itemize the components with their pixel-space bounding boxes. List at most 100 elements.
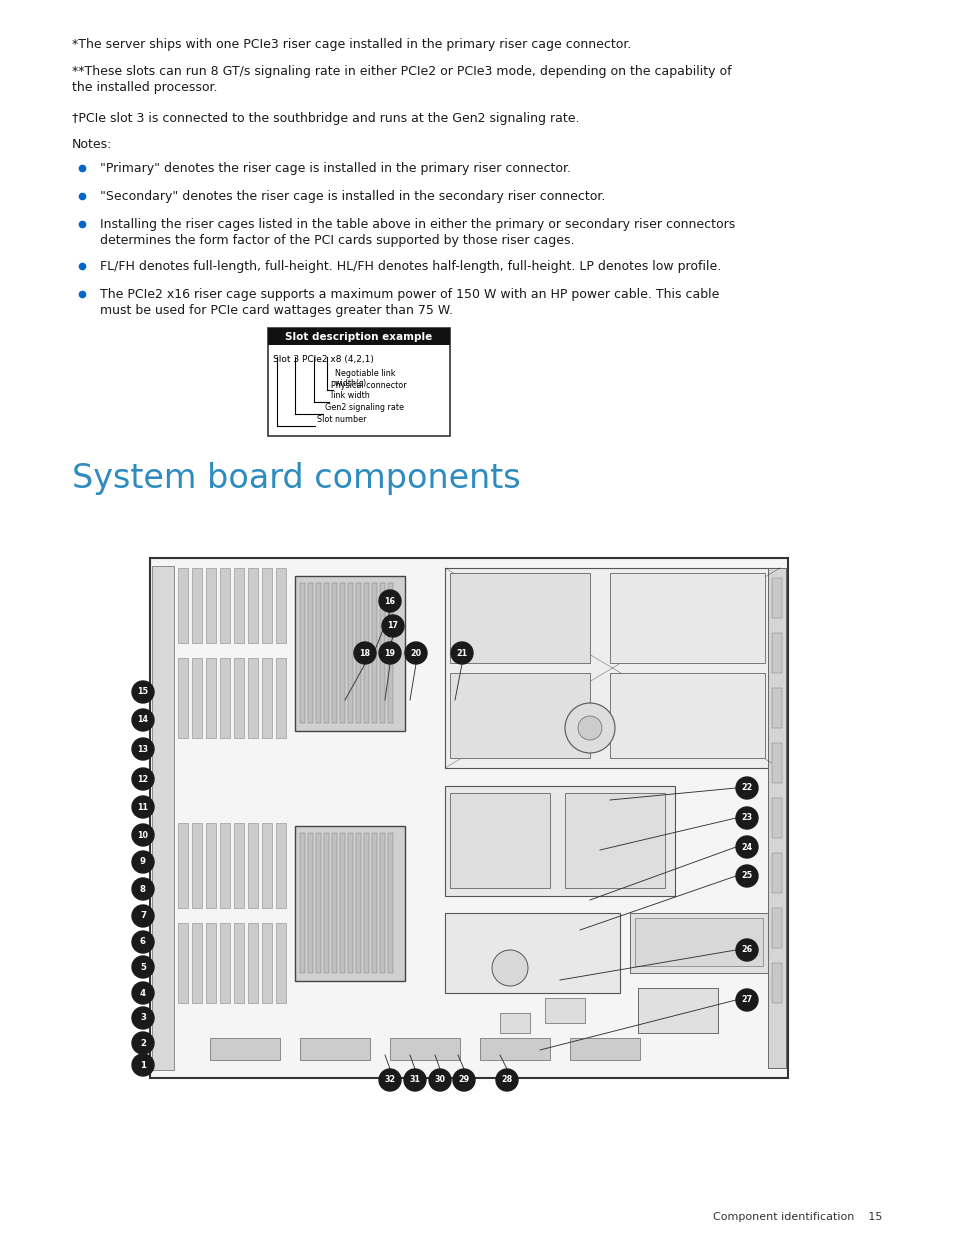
Text: 20: 20: [410, 648, 421, 657]
Text: 1: 1: [140, 1061, 146, 1070]
Circle shape: [132, 1032, 153, 1053]
Text: 15: 15: [137, 688, 149, 697]
Bar: [220, 823, 230, 908]
Bar: [262, 823, 272, 908]
Circle shape: [453, 1070, 475, 1091]
Bar: [479, 1037, 550, 1060]
Text: Slot description example: Slot description example: [285, 331, 432, 342]
Bar: [324, 583, 329, 722]
Text: 31: 31: [409, 1076, 420, 1084]
Text: the installed processor.: the installed processor.: [71, 82, 217, 94]
Bar: [248, 568, 257, 643]
Bar: [499, 1013, 530, 1032]
Bar: [609, 673, 764, 758]
Text: 6: 6: [140, 937, 146, 946]
Bar: [771, 578, 781, 618]
Text: 24: 24: [740, 842, 752, 851]
Bar: [275, 823, 286, 908]
Circle shape: [132, 878, 153, 900]
Bar: [564, 793, 664, 888]
Bar: [152, 566, 173, 1070]
Bar: [233, 823, 244, 908]
Text: 29: 29: [458, 1076, 469, 1084]
Bar: [372, 832, 376, 973]
Text: determines the form factor of the PCI cards supported by those riser cages.: determines the form factor of the PCI ca…: [100, 233, 574, 247]
Text: Component identification    15: Component identification 15: [712, 1212, 882, 1221]
Circle shape: [564, 703, 615, 753]
Text: 7: 7: [140, 911, 146, 920]
Text: 4: 4: [140, 988, 146, 998]
Bar: [450, 793, 550, 888]
Bar: [771, 634, 781, 673]
Bar: [348, 832, 353, 973]
Bar: [178, 923, 188, 1003]
Text: 3: 3: [140, 1014, 146, 1023]
Circle shape: [132, 797, 153, 818]
Bar: [233, 568, 244, 643]
Text: Physical connector
link width: Physical connector link width: [331, 380, 406, 400]
Text: 2: 2: [140, 1039, 146, 1047]
Bar: [569, 1037, 639, 1060]
Bar: [294, 576, 405, 731]
Bar: [444, 568, 780, 768]
Text: 30: 30: [434, 1076, 445, 1084]
Bar: [339, 832, 345, 973]
Circle shape: [354, 642, 375, 664]
Bar: [544, 998, 584, 1023]
Text: 28: 28: [501, 1076, 512, 1084]
Bar: [220, 923, 230, 1003]
Bar: [635, 918, 762, 966]
Text: 32: 32: [384, 1076, 395, 1084]
Bar: [248, 823, 257, 908]
Bar: [299, 1037, 370, 1060]
Text: 18: 18: [359, 648, 370, 657]
Circle shape: [735, 989, 758, 1011]
Bar: [220, 658, 230, 739]
Text: 21: 21: [456, 648, 467, 657]
Bar: [262, 658, 272, 739]
Text: must be used for PCIe card wattages greater than 75 W.: must be used for PCIe card wattages grea…: [100, 304, 453, 317]
Circle shape: [496, 1070, 517, 1091]
Circle shape: [378, 1070, 400, 1091]
Text: Negotiable link
width(s): Negotiable link width(s): [335, 368, 395, 388]
Bar: [355, 832, 360, 973]
Bar: [450, 673, 589, 758]
Bar: [268, 329, 450, 436]
Bar: [355, 583, 360, 722]
Text: "Secondary" denotes the riser cage is installed in the secondary riser connector: "Secondary" denotes the riser cage is in…: [100, 190, 605, 203]
Text: "Primary" denotes the riser cage is installed in the primary riser connector.: "Primary" denotes the riser cage is inst…: [100, 162, 571, 175]
Bar: [388, 832, 393, 973]
Bar: [308, 583, 313, 722]
Bar: [192, 658, 202, 739]
Bar: [299, 583, 305, 722]
Text: 25: 25: [740, 872, 752, 881]
Bar: [150, 558, 787, 1078]
Circle shape: [451, 642, 473, 664]
Text: 10: 10: [137, 830, 149, 840]
Bar: [379, 583, 385, 722]
Text: 23: 23: [740, 814, 752, 823]
Bar: [771, 688, 781, 727]
Bar: [192, 568, 202, 643]
Circle shape: [132, 851, 153, 873]
Circle shape: [132, 739, 153, 760]
Text: **These slots can run 8 GT/s signaling rate in either PCIe2 or PCIe3 mode, depen: **These slots can run 8 GT/s signaling r…: [71, 65, 731, 78]
Bar: [771, 743, 781, 783]
Bar: [609, 573, 764, 663]
Circle shape: [132, 905, 153, 927]
Bar: [206, 568, 215, 643]
Bar: [444, 913, 619, 993]
Text: 26: 26: [740, 946, 752, 955]
Bar: [364, 832, 369, 973]
Bar: [233, 658, 244, 739]
Bar: [450, 573, 589, 663]
Text: Installing the riser cages listed in the table above in either the primary or se: Installing the riser cages listed in the…: [100, 219, 735, 231]
Text: 13: 13: [137, 745, 149, 753]
Bar: [629, 913, 769, 973]
Bar: [275, 568, 286, 643]
Bar: [348, 583, 353, 722]
Circle shape: [132, 1007, 153, 1029]
Text: 5: 5: [140, 962, 146, 972]
Bar: [206, 823, 215, 908]
Circle shape: [132, 709, 153, 731]
